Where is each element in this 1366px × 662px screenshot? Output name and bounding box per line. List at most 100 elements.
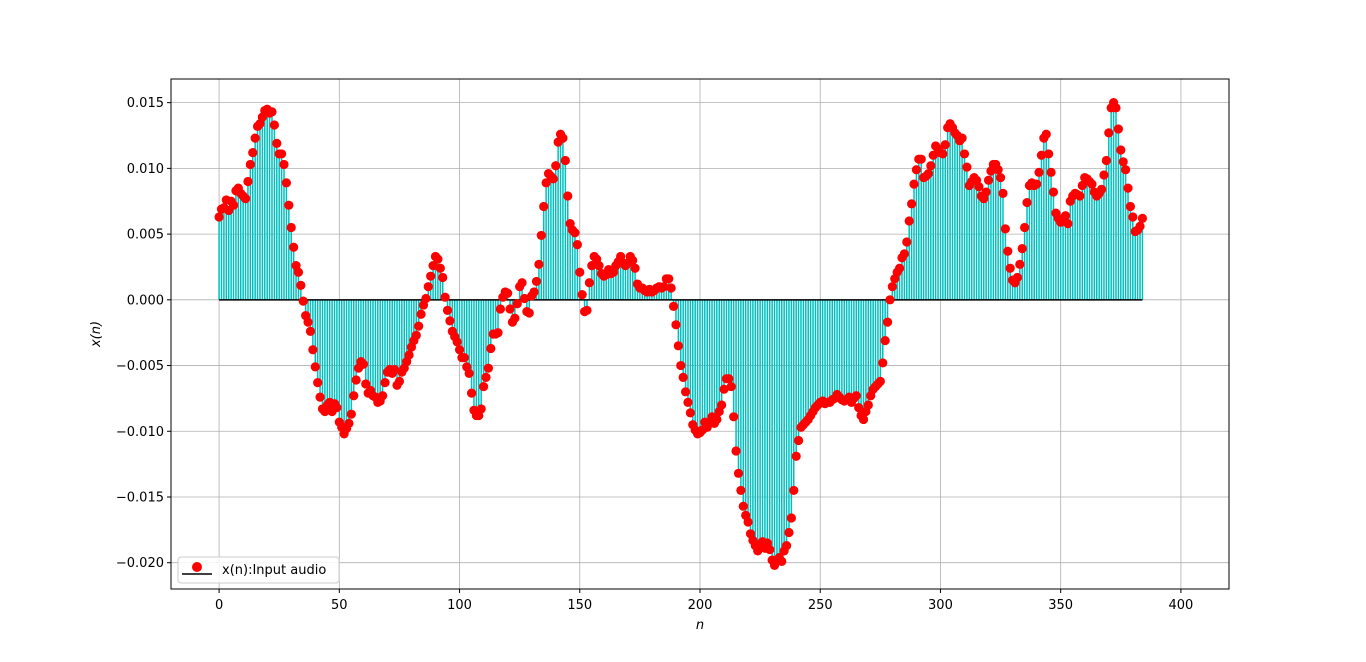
stem-marker: [433, 254, 443, 264]
stem-marker: [676, 360, 686, 371]
stem-marker: [248, 148, 258, 158]
stem-marker: [1101, 155, 1111, 166]
stem-marker: [572, 240, 582, 250]
x-tick-label: 150: [567, 598, 592, 613]
stem-marker: [332, 403, 342, 413]
stem-marker: [1111, 103, 1121, 113]
stem-marker: [344, 418, 354, 428]
stem-marker: [902, 237, 912, 247]
stem-marker: [726, 381, 736, 392]
stem-marker: [529, 287, 539, 297]
stem-marker: [673, 341, 683, 351]
x-tick-label: 200: [688, 598, 713, 613]
stem-marker: [481, 372, 491, 382]
stem-marker: [1048, 187, 1059, 197]
stem-marker: [904, 216, 914, 226]
stem-marker: [777, 556, 787, 566]
stem-marker: [346, 409, 356, 419]
stem-marker: [729, 412, 739, 422]
grid: [171, 79, 1229, 589]
stem-marker: [584, 278, 594, 288]
stem-marker: [628, 255, 638, 265]
stem-marker: [791, 451, 801, 461]
x-axis-label: n: [696, 618, 704, 633]
stem-marker: [1017, 243, 1027, 254]
stem-marker: [678, 372, 688, 382]
stem-marker: [298, 296, 308, 306]
stem-marker: [390, 364, 400, 375]
stem-marker: [267, 107, 277, 117]
stem-marker: [279, 159, 289, 170]
y-tick-label: −0.020: [116, 556, 164, 571]
stem-marker: [683, 397, 693, 407]
stem-marker: [1125, 201, 1136, 212]
stem-marker: [315, 392, 325, 402]
stem-marker: [733, 468, 744, 478]
legend-marker-swatch: [192, 562, 202, 572]
stem-marker: [666, 283, 676, 293]
stem-marker: [438, 272, 448, 283]
stem-marker: [503, 288, 513, 298]
stem-marker: [452, 337, 462, 347]
stem-marker: [858, 414, 869, 425]
stem-marker: [493, 328, 503, 338]
stem-marker: [296, 280, 306, 290]
stem-marker: [940, 140, 950, 150]
y-tick-label: 0.010: [127, 162, 164, 177]
stem-marker: [310, 362, 320, 372]
stem-marker: [243, 176, 253, 187]
stem-marker: [1012, 272, 1023, 283]
stem-marker: [575, 267, 585, 277]
stem-marker: [983, 175, 994, 185]
stem-marker: [394, 376, 405, 386]
stem-marker: [664, 274, 674, 284]
stem-marker: [1020, 222, 1030, 233]
stem-marker: [411, 330, 421, 340]
stem-marker: [1113, 124, 1123, 134]
stem-marker: [1116, 145, 1126, 155]
stem-marker: [464, 368, 474, 379]
stem-marker: [894, 263, 905, 273]
stem-marker: [659, 282, 669, 292]
stem-marker: [582, 305, 592, 315]
stem-marker: [668, 301, 679, 311]
stem-marker: [885, 295, 895, 305]
stem-marker: [630, 263, 640, 273]
stem-marker: [998, 188, 1008, 198]
stem-marker: [1087, 179, 1097, 189]
stem-marker: [717, 400, 727, 410]
x-axis-ticks: 0 50 100 150 200 250 300 350 400: [215, 589, 1193, 613]
x-tick-label: 250: [808, 598, 833, 613]
stem-marker: [486, 343, 496, 354]
stem-marker: [505, 304, 515, 314]
stem-marker: [214, 212, 224, 222]
stem-marker: [880, 335, 890, 346]
stem-marker: [1077, 180, 1087, 191]
stem-marker: [1000, 224, 1010, 234]
stem-marker: [1104, 128, 1114, 138]
stem-marker: [284, 200, 294, 210]
stem-marker: [1121, 165, 1131, 175]
y-tick-label: 0.000: [127, 293, 164, 308]
stem-marker: [435, 263, 445, 273]
stem-marker: [421, 293, 431, 304]
stem-marker: [466, 388, 477, 398]
stem-marker: [959, 149, 970, 159]
x-tick-label: 350: [1048, 598, 1073, 613]
stem-marker: [1032, 179, 1042, 189]
x-tick-label: 300: [928, 598, 953, 613]
stem-marker: [478, 381, 489, 392]
y-axis-ticks: 0.015 0.010 0.005 0.000 −0.005 −0.010 −0.015 −0…: [116, 96, 171, 571]
x-tick-label: 50: [331, 598, 348, 613]
stem-marker: [594, 261, 604, 271]
stem-marker: [510, 313, 520, 323]
stem-marker: [957, 133, 967, 143]
stem-marker: [1036, 150, 1047, 160]
stem-marker: [1123, 183, 1133, 193]
stem-marker: [541, 178, 551, 188]
stem-marker: [380, 378, 390, 388]
stem-marker: [911, 165, 922, 175]
stem-marker: [962, 162, 972, 172]
stem-marker: [272, 138, 282, 149]
stem-marker: [445, 316, 455, 326]
